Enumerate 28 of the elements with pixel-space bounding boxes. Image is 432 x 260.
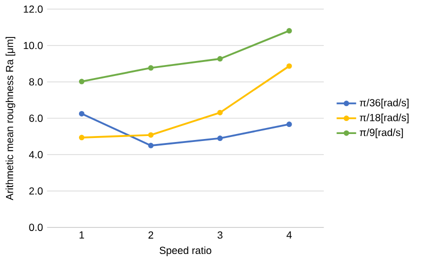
point <box>217 56 223 62</box>
y-tick-label: 4.0 <box>29 151 43 158</box>
point <box>148 65 154 71</box>
point <box>286 122 292 128</box>
y-tick-label: 8.0 <box>29 78 43 86</box>
point <box>217 136 223 142</box>
point <box>148 142 154 148</box>
point <box>148 132 154 138</box>
point <box>286 28 292 34</box>
y-tick-label: 12.0 <box>24 6 43 13</box>
x-tick-label: 3 <box>218 231 222 239</box>
legend-label: π/9[rad/s] <box>360 128 403 138</box>
legend-label: π/18[rad/s] <box>360 114 409 124</box>
x-tick-label: 1 <box>80 231 84 239</box>
y-tick-label: 0.0 <box>29 224 43 232</box>
point <box>78 134 84 140</box>
y-tick-label: 6.0 <box>29 114 43 122</box>
x-axis-title: Speed ratio <box>160 246 212 256</box>
y-tick-label: 10.0 <box>24 42 43 50</box>
y-axis-title: Arithmetic mean roughness Ra [μm] <box>6 37 16 200</box>
x-tick-label: 4 <box>286 231 292 239</box>
point <box>78 78 84 84</box>
x-tick-label: 2 <box>148 231 154 239</box>
point <box>217 110 223 116</box>
y-tick-label: 2.0 <box>29 187 43 195</box>
point <box>78 111 84 117</box>
point <box>286 63 292 69</box>
legend-label: π/36[rad/s] <box>360 98 409 108</box>
